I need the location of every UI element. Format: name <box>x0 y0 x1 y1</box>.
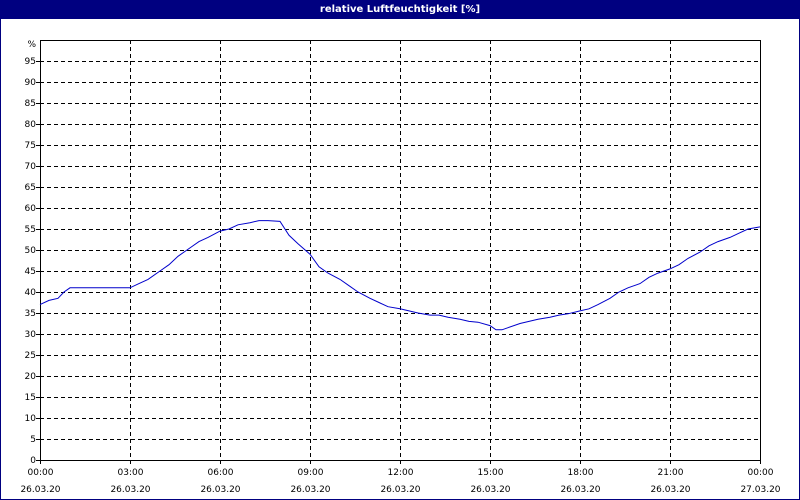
humidity-series-line <box>39 220 761 331</box>
x-tick-date-label: 26.03.20 <box>110 485 150 495</box>
y-tick-label: 45 <box>25 267 36 277</box>
y-tick-label: 30 <box>25 330 37 340</box>
y-tick-label: 10 <box>25 414 37 424</box>
x-tick-time-label: 18:00 <box>568 468 594 478</box>
y-tick-label: 0 <box>30 456 36 466</box>
series-group <box>39 220 761 331</box>
y-axis-unit-label: % <box>27 40 36 50</box>
y-tick-label: 25 <box>25 351 36 361</box>
y-tick-label: 95 <box>25 57 36 67</box>
grid <box>40 40 760 460</box>
y-tick-label: 60 <box>25 204 37 214</box>
x-tick-date-label: 26.03.20 <box>650 485 690 495</box>
y-tick-label: 50 <box>25 246 37 256</box>
x-tick-date-label: 27.03.20 <box>740 485 780 495</box>
x-tick-time-label: 12:00 <box>388 468 414 478</box>
x-tick-date-label: 26.03.20 <box>380 485 420 495</box>
y-tick-label: 85 <box>25 99 36 109</box>
x-axis-labels: 00:00 26.03.20 03:00 26.03.20 06:00 26.03.20 0… <box>20 468 780 495</box>
x-tick-time-label: 00:00 <box>28 468 54 478</box>
y-tick-label: 90 <box>25 78 37 88</box>
x-tick-time-label: 06:00 <box>208 468 234 478</box>
y-tick-label: 20 <box>25 372 37 382</box>
y-tick-label: 15 <box>25 393 36 403</box>
y-tick-label: 80 <box>25 120 37 130</box>
x-tick-time-label: 21:00 <box>658 468 684 478</box>
chart-title: relative Luftfeuchtigkeit [%] <box>0 0 800 19</box>
axes <box>36 40 761 464</box>
y-tick-label: 65 <box>25 183 36 193</box>
y-tick-label: 75 <box>25 141 36 151</box>
y-tick-label: 55 <box>25 225 36 235</box>
y-tick-label: 40 <box>25 288 37 298</box>
x-tick-date-label: 26.03.20 <box>20 485 60 495</box>
x-tick-date-label: 26.03.20 <box>470 485 510 495</box>
plot-border <box>40 40 761 461</box>
x-tick-date-label: 26.03.20 <box>290 485 330 495</box>
y-tick-label: 35 <box>25 309 36 319</box>
x-tick-time-label: 15:00 <box>478 468 504 478</box>
y-axis-labels: 0 5 10 15 20 25 30 35 40 45 50 55 60 65 70 75 80 85 90 95% <box>25 40 37 466</box>
x-tick-date-label: 26.03.20 <box>560 485 600 495</box>
x-tick-time-label: 09:00 <box>298 468 324 478</box>
y-tick-label: 70 <box>25 162 37 172</box>
x-tick-date-label: 26.03.20 <box>200 485 240 495</box>
y-tick-label: 5 <box>30 435 36 445</box>
x-tick-time-label: 00:00 <box>748 468 774 478</box>
x-tick-time-label: 03:00 <box>118 468 144 478</box>
